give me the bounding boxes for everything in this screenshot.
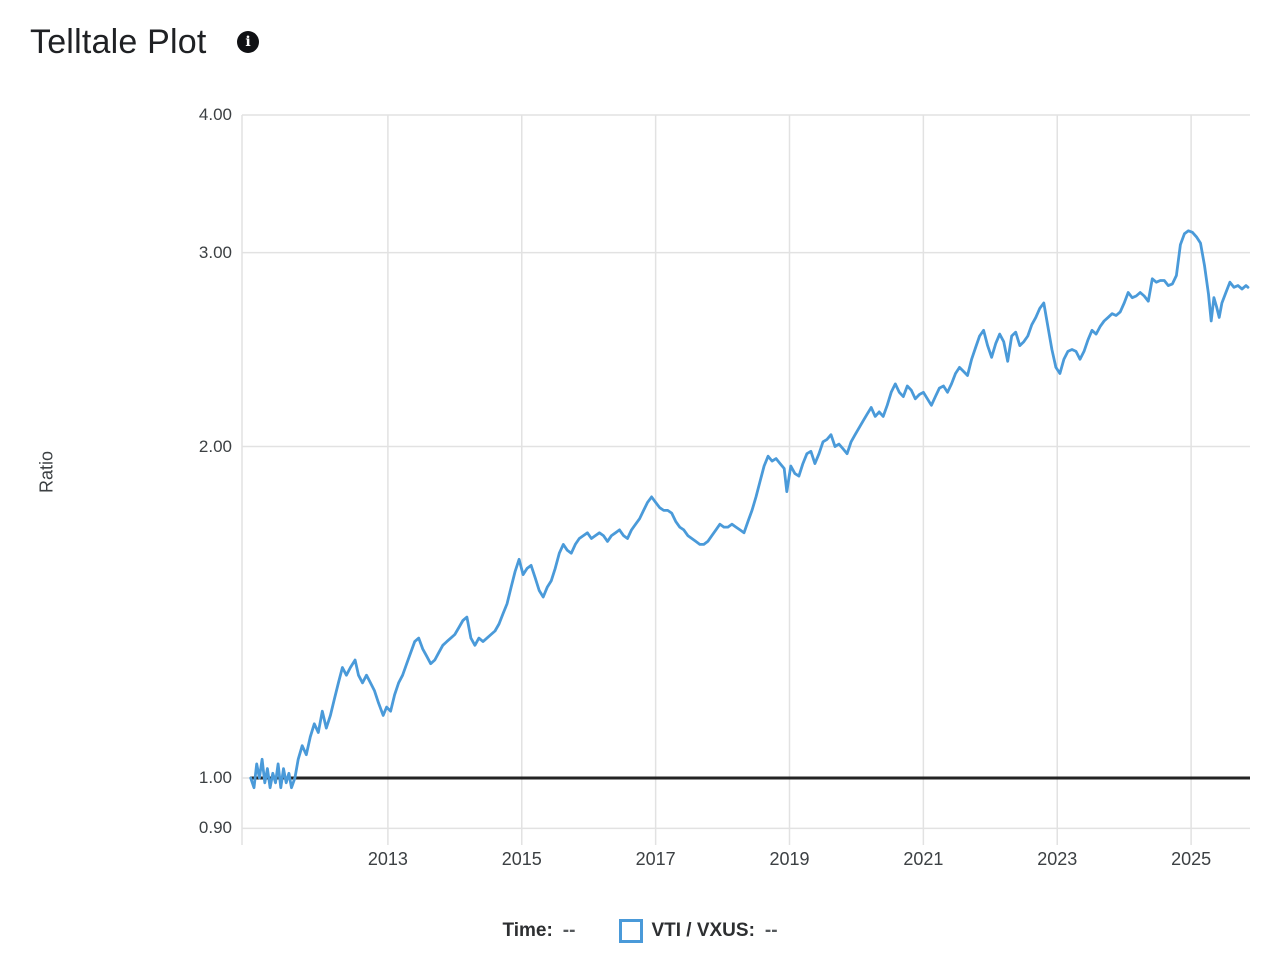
chart-legend: Time: -- VTI / VXUS: -- bbox=[0, 919, 1280, 943]
y-tick-label: 1.00 bbox=[198, 768, 232, 788]
y-tick-label: 4.00 bbox=[198, 105, 232, 124]
x-tick-label: 2017 bbox=[635, 849, 676, 869]
legend-series-label: VTI / VXUS: bbox=[651, 920, 755, 941]
info-icon[interactable]: i bbox=[237, 31, 259, 53]
plot-area[interactable] bbox=[241, 114, 1250, 845]
y-axis-tick-labels: 4.00 3.00 2.00 1.00 0.90 bbox=[150, 0, 232, 962]
x-tick-label: 2019 bbox=[769, 849, 810, 869]
x-tick-label: 2021 bbox=[903, 849, 944, 869]
page-title: Telltale Plot bbox=[30, 23, 207, 61]
legend-time-label: Time: bbox=[502, 920, 553, 941]
y-tick-label: 2.00 bbox=[198, 436, 232, 456]
x-tick-label: 2015 bbox=[501, 849, 542, 869]
info-icon-glyph: i bbox=[245, 34, 251, 50]
series-line bbox=[249, 229, 1250, 790]
legend-time-value: -- bbox=[562, 920, 576, 941]
x-tick-label: 2025 bbox=[1171, 849, 1212, 869]
legend-series-value: -- bbox=[764, 920, 778, 941]
y-tick-label: 0.90 bbox=[198, 818, 232, 838]
x-tick-label: 2023 bbox=[1037, 849, 1078, 869]
legend-series-swatch-icon[interactable] bbox=[619, 919, 644, 943]
x-tick-label: 2013 bbox=[367, 849, 408, 869]
y-tick-label: 3.00 bbox=[198, 242, 232, 262]
